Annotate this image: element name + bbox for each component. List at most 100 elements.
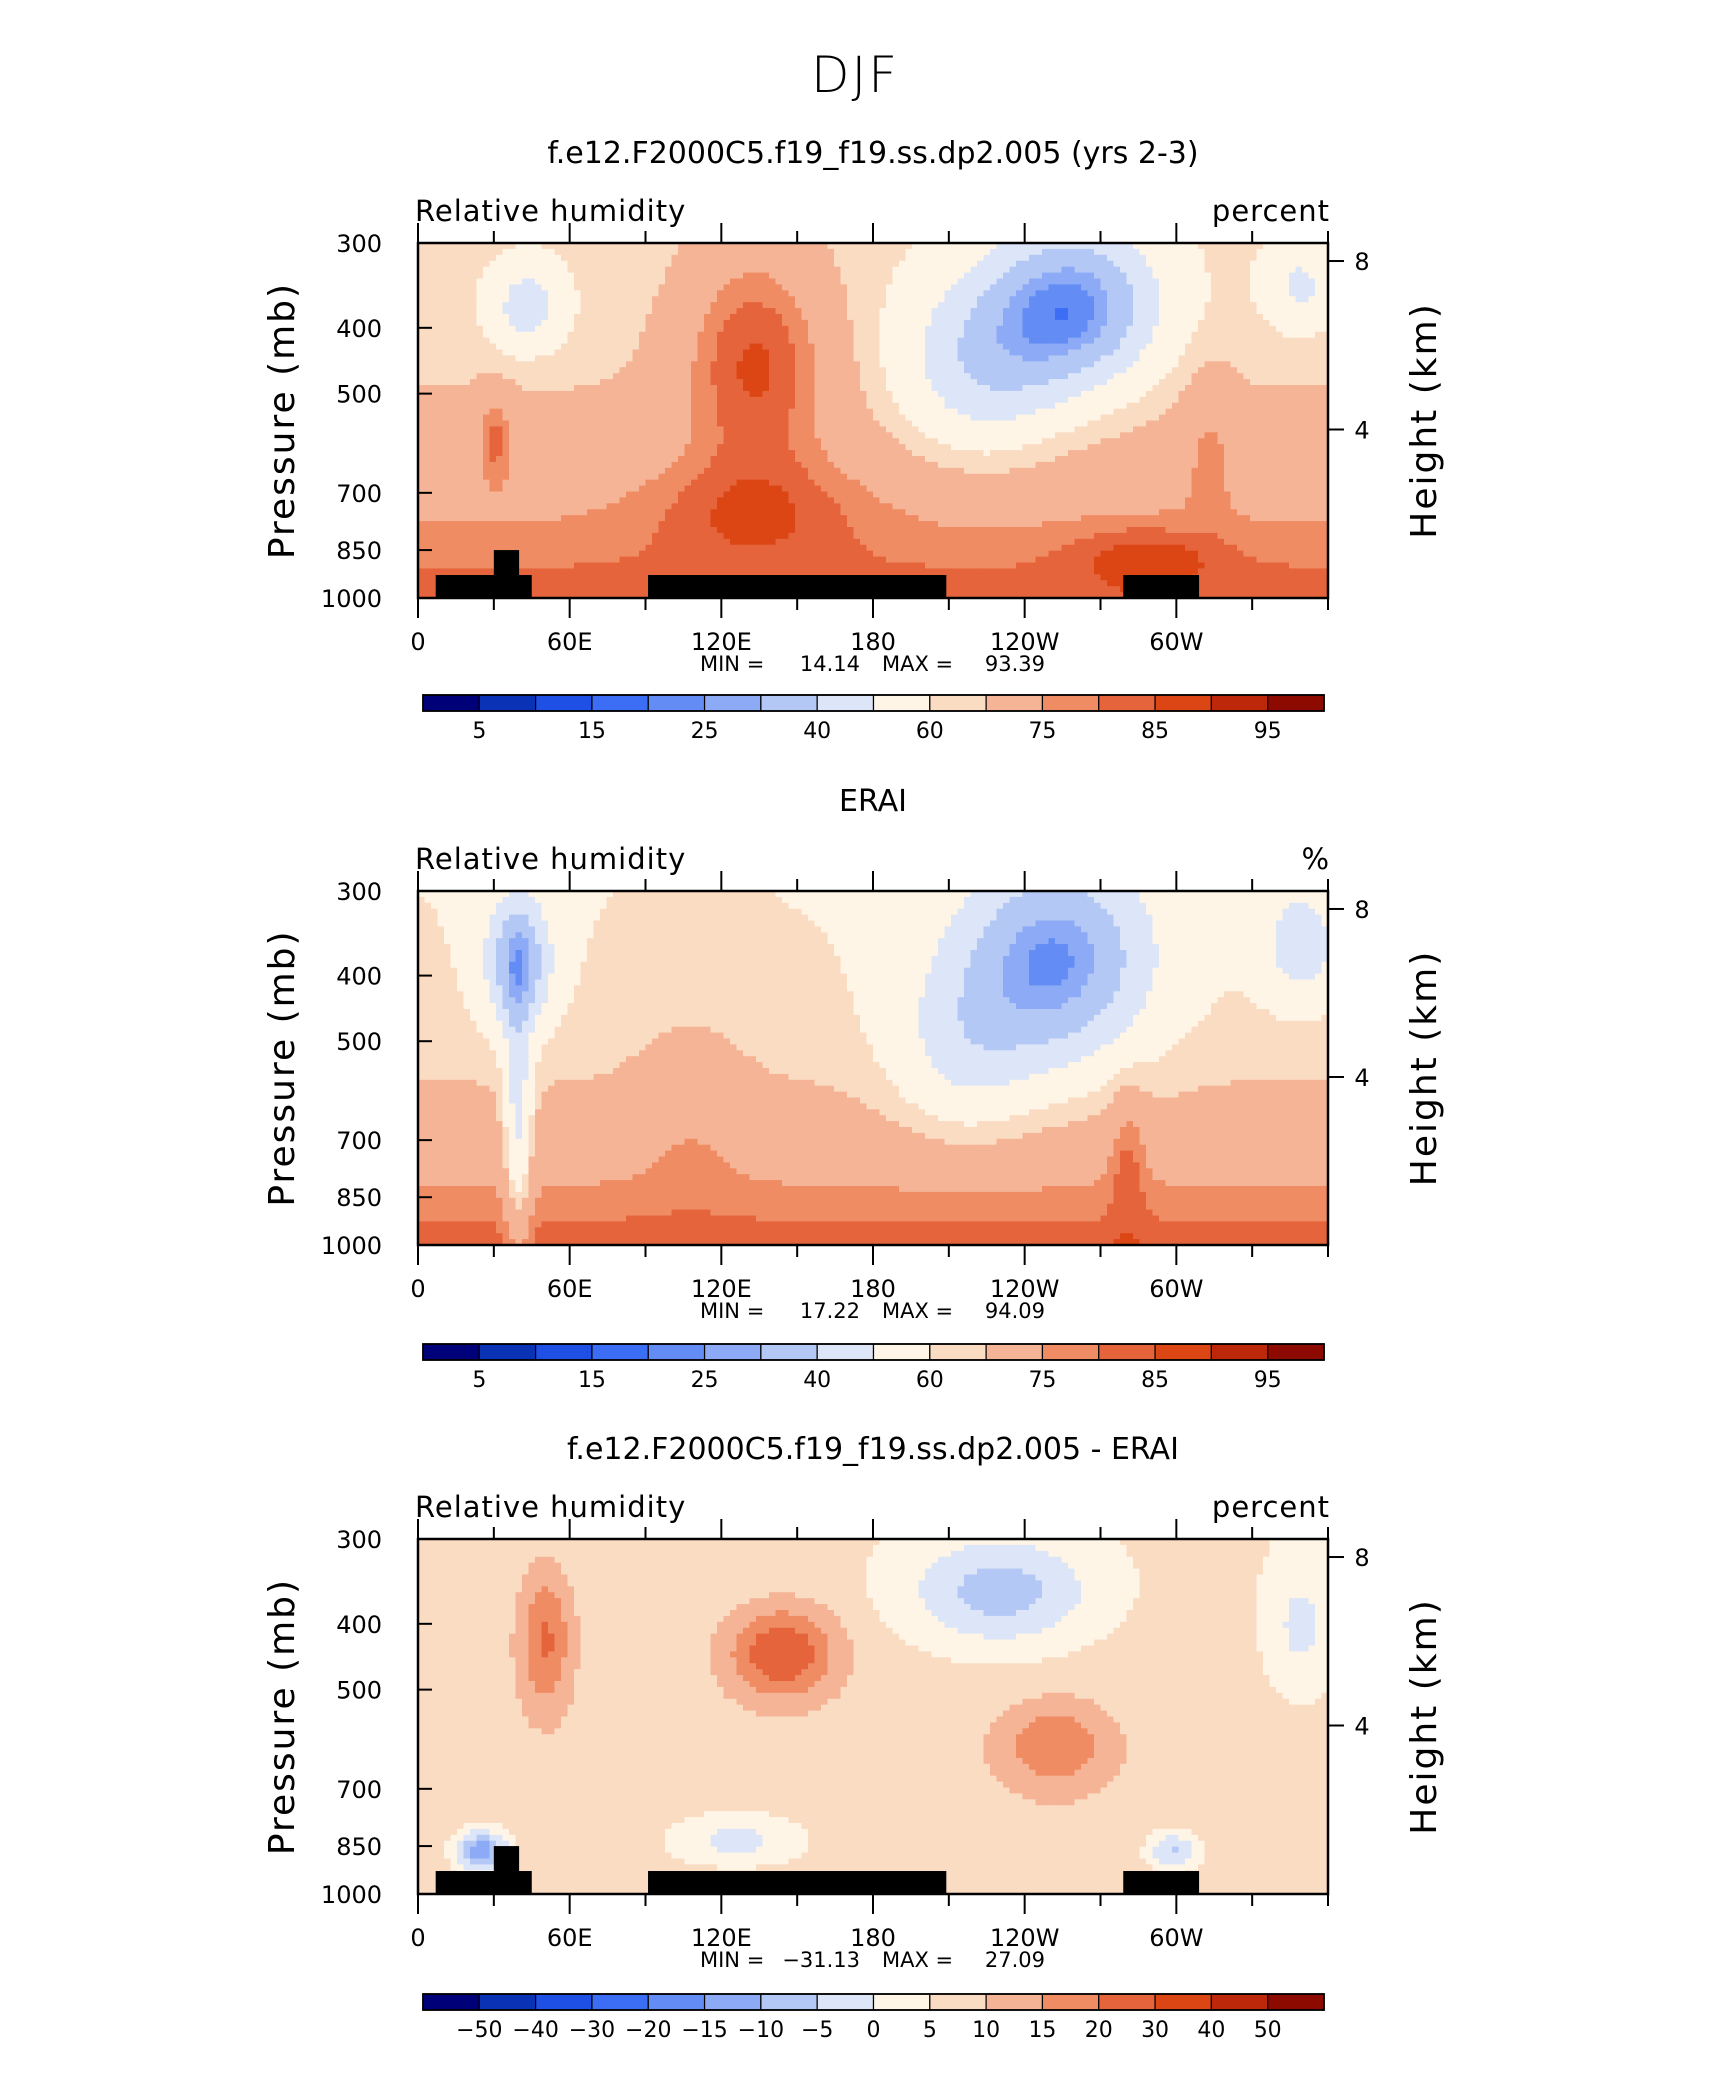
field-cell (1035, 284, 1043, 291)
field-cell (1315, 426, 1323, 433)
field-cell (938, 260, 946, 268)
field-cell (1087, 337, 1095, 345)
field-cell (814, 432, 822, 439)
field-cell (1315, 296, 1323, 303)
field-cell (1003, 396, 1011, 404)
field-cell (652, 450, 660, 457)
field-cell (938, 349, 946, 357)
field-cell (567, 343, 575, 351)
field-cell (886, 420, 894, 428)
field-cell (886, 331, 894, 339)
field-cell (515, 296, 523, 303)
field-cell (918, 390, 926, 398)
field-cell (431, 337, 439, 345)
field-cell (619, 402, 627, 410)
field-cell (775, 450, 783, 457)
field-cell (756, 272, 764, 280)
field-cell (1250, 243, 1258, 250)
field-cell (1126, 248, 1134, 256)
field-cell (970, 390, 978, 398)
field-cell (762, 390, 770, 398)
field-cell (697, 302, 705, 309)
field-cell (1087, 314, 1095, 321)
field-cell (580, 402, 588, 410)
field-cell (1094, 414, 1102, 422)
field-cell (1217, 349, 1225, 357)
field-cell (1042, 408, 1050, 416)
field-cell (931, 296, 939, 303)
field-cell (541, 248, 549, 256)
field-cell (782, 260, 790, 268)
field-cell (756, 396, 764, 404)
field-cell (866, 266, 874, 274)
field-cell (580, 302, 588, 309)
field-cell (795, 444, 803, 451)
field-cell (535, 408, 543, 416)
field-cell (899, 379, 907, 386)
field-cell (977, 290, 985, 297)
field-cell (437, 361, 445, 368)
field-cell (502, 349, 510, 357)
field-cell (1120, 302, 1128, 309)
field-cell (1172, 379, 1180, 386)
field-cell (1243, 390, 1251, 398)
field-cell (912, 248, 920, 256)
field-cell (860, 266, 868, 274)
field-cell (548, 361, 556, 368)
field-cell (964, 331, 972, 339)
field-cell (652, 325, 660, 333)
field-cell (808, 243, 816, 250)
field-cell (1172, 325, 1180, 333)
field-cell (684, 367, 692, 374)
field-cell (704, 308, 712, 315)
field-cell (1217, 290, 1225, 297)
field-cell (554, 408, 562, 416)
field-cell (710, 408, 718, 416)
field-cell (645, 426, 653, 433)
field-cell (1061, 414, 1069, 422)
field-cell (1146, 308, 1154, 315)
field-cell (1159, 444, 1167, 451)
field-cell (899, 319, 907, 327)
field-cell (866, 290, 874, 297)
field-cell (925, 385, 933, 392)
field-cell (749, 254, 757, 262)
field-cell (1243, 319, 1251, 327)
field-cell (1237, 296, 1245, 303)
field-cell (528, 361, 536, 368)
field-cell (983, 296, 991, 303)
field-cell (1256, 438, 1264, 445)
field-cell (645, 367, 653, 374)
field-cell (1152, 302, 1160, 309)
field-cell (743, 444, 751, 451)
field-cell (684, 284, 692, 291)
field-cell (639, 319, 647, 327)
field-cell (951, 248, 959, 256)
field-cell (1204, 432, 1212, 439)
field-cell (1107, 396, 1115, 404)
field-cell (814, 385, 822, 392)
field-cell (775, 266, 783, 274)
field-cell (814, 302, 822, 309)
field-cell (756, 243, 764, 250)
field-cell (827, 426, 835, 433)
field-cell (905, 444, 913, 451)
field-cell (1204, 337, 1212, 345)
field-cell (1230, 385, 1238, 392)
field-cell (1087, 367, 1095, 374)
field-cell (697, 243, 705, 250)
field-cell (671, 296, 679, 303)
field-cell (424, 331, 432, 339)
field-cell (775, 331, 783, 339)
field-cell (1029, 408, 1037, 416)
field-cell (704, 349, 712, 357)
field-cell (463, 385, 471, 392)
field-cell (444, 325, 452, 333)
field-cell (437, 432, 445, 439)
field-cell (957, 355, 965, 362)
field-cell (1282, 314, 1290, 321)
field-cell (1256, 284, 1264, 291)
field-cell (801, 361, 809, 368)
field-cell (1113, 337, 1121, 345)
field-cell (652, 444, 660, 451)
